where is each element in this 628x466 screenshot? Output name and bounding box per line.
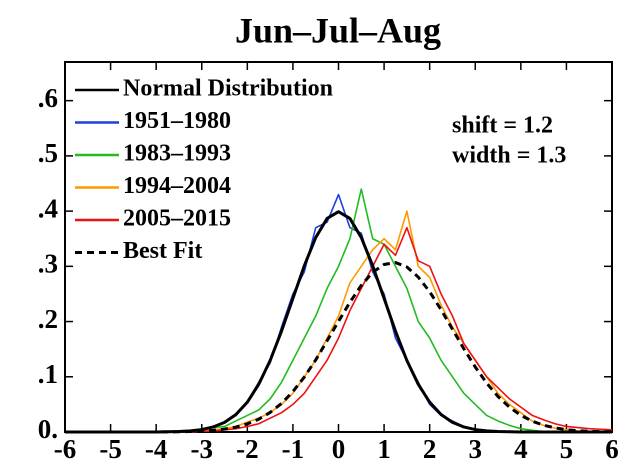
y-tick-label: .4 bbox=[38, 193, 58, 223]
y-tick-label: .6 bbox=[38, 83, 58, 113]
x-tick-label: 2 bbox=[423, 434, 437, 464]
x-tick-label: -5 bbox=[99, 434, 122, 464]
legend-label: 1983–1993 bbox=[123, 141, 231, 167]
legend-label: Normal Distribution bbox=[123, 76, 333, 102]
y-tick-label: .2 bbox=[38, 304, 58, 334]
legend-label: 2005–2015 bbox=[123, 206, 231, 232]
y-tick-label: .1 bbox=[38, 359, 58, 389]
x-tick-label: -4 bbox=[145, 434, 168, 464]
y-tick-label: 0. bbox=[38, 414, 58, 444]
x-tick-label: 3 bbox=[469, 434, 483, 464]
legend-label: Best Fit bbox=[123, 238, 202, 264]
x-tick-label: -6 bbox=[54, 434, 77, 464]
y-tick-label: .5 bbox=[38, 138, 58, 168]
legend-label: 1951–1980 bbox=[123, 108, 231, 134]
chart-title: Jun–Jul–Aug bbox=[235, 10, 441, 50]
annotation: shift = 1.2 bbox=[452, 113, 553, 139]
series-line bbox=[65, 210, 612, 434]
x-tick-label: 1 bbox=[377, 434, 391, 464]
series-line bbox=[65, 261, 613, 434]
y-tick-label: .3 bbox=[38, 249, 58, 279]
x-tick-label: -3 bbox=[191, 434, 214, 464]
x-tick-label: 6 bbox=[605, 434, 619, 464]
x-tick-label: 4 bbox=[514, 434, 528, 464]
legend-label: 1994–2004 bbox=[123, 173, 231, 199]
x-tick-label: -2 bbox=[236, 434, 259, 464]
x-tick-label: 0 bbox=[332, 434, 346, 464]
x-tick-label: 5 bbox=[560, 434, 574, 464]
x-tick-label: -1 bbox=[282, 434, 305, 464]
annotation: width = 1.3 bbox=[452, 143, 566, 169]
